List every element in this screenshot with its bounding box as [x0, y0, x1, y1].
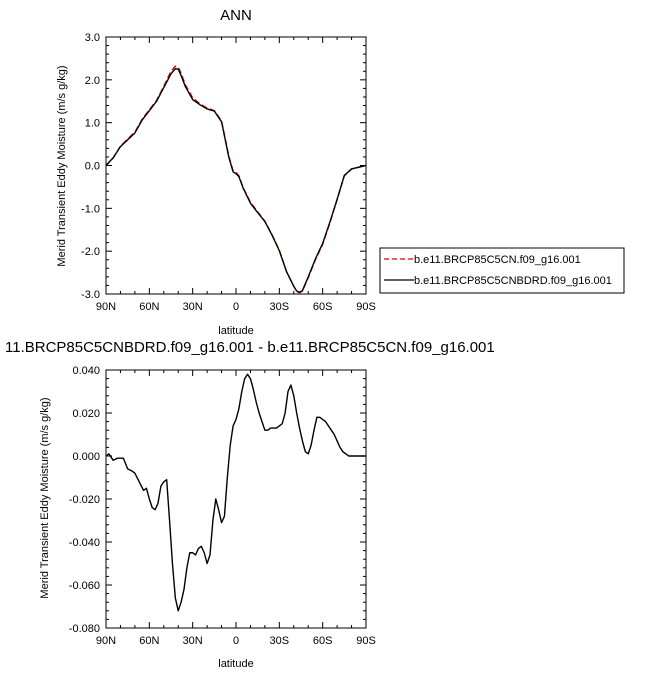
y-tick-label: -2.0	[81, 246, 100, 258]
x-tick-label: 90S	[356, 301, 376, 313]
y-tick-label: 0.020	[72, 408, 100, 420]
top-xlabel: latitude	[218, 325, 253, 337]
x-tick-label: 60S	[313, 635, 333, 647]
series-line-2	[105, 68, 367, 293]
x-tick-label: 30N	[183, 635, 203, 647]
y-tick-label: -1.0	[81, 203, 100, 215]
series-line-1	[105, 65, 367, 294]
x-tick-label: 90N	[96, 301, 116, 313]
plot-frame	[105, 369, 367, 629]
series-line-1	[105, 373, 366, 612]
y-tick-label: 1.0	[85, 118, 100, 130]
top-title: ANN	[220, 7, 252, 24]
bottom-plot-area: 90N 60N 30N 0 30S 60S 90S -0.080 -0.060 -0.040 -0.…	[69, 365, 376, 647]
x-tick-label: 0	[233, 301, 239, 313]
legend-label-series-2: b.e11.BRCP85C5CNBDRD.f09_g16.001	[414, 275, 612, 287]
x-tick-label: 60S	[313, 301, 333, 313]
x-tick-label: 60N	[139, 301, 159, 313]
bottom-title: 11.BRCP85C5CNBDRD.f09_g16.001 - b.e11.BR…	[5, 339, 495, 356]
bottom-xlabel: latitude	[218, 658, 253, 670]
x-tick-label: 0	[233, 635, 239, 647]
x-tick-label: 30N	[183, 301, 203, 313]
y-tick-label: -0.020	[69, 494, 100, 506]
x-tick-label: 90N	[96, 635, 116, 647]
y-tick-label: 0.040	[72, 365, 100, 377]
plot-frame	[105, 36, 367, 295]
legend-box	[379, 247, 625, 294]
y-tick-label: 3.0	[85, 32, 100, 44]
y-tick-label: -3.0	[81, 289, 100, 301]
y-tick-label: 0.000	[72, 451, 100, 463]
y-tick-label: 0.0	[85, 161, 100, 173]
y-tick-label: -0.040	[69, 537, 100, 549]
y-tick-label: 2.0	[85, 75, 100, 87]
bottom-ylabel: Merid Transient Eddy Moisture (m/s g/kg)	[39, 397, 51, 598]
top-plot-area: 90N 60N 30N 0 30S 60S 90S -3.0 -2.0 -1.0 0.0 1.0 2.0…	[81, 32, 376, 313]
legend: b.e11.BRCP85C5CN.f09_g16.001 b.e11.BRCP8…	[379, 247, 625, 294]
legend-label-series-1: b.e11.BRCP85C5CN.f09_g16.001	[414, 254, 581, 266]
top-ylabel: Merid Transient Eddy Moisture (m/s g/kg)	[56, 65, 68, 266]
y-tick-label: -0.060	[69, 580, 100, 592]
x-tick-label: 60N	[139, 635, 159, 647]
bottom-panel: 11.BRCP85C5CNBDRD.f09_g16.001 - b.e11.BR…	[5, 339, 495, 670]
x-tick-label: 30S	[270, 635, 290, 647]
y-tick-label: -0.080	[69, 623, 100, 635]
top-panel: ANN 90N 60N 30N 0 30S 60S 90S -3.0 -2.0 -1.0 0.0 1.…	[56, 7, 376, 337]
x-tick-label: 30S	[270, 301, 290, 313]
x-tick-label: 90S	[356, 635, 376, 647]
